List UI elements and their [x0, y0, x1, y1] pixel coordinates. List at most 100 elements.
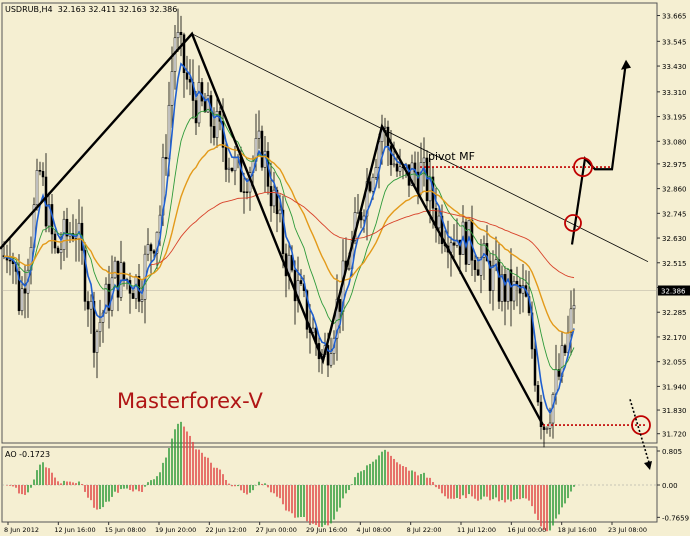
candle-body	[422, 157, 426, 163]
candle-body	[413, 162, 417, 173]
ohlc-label: 32.163 32.411 32.163 32.386	[57, 5, 178, 14]
candle-body	[563, 345, 567, 354]
candle-body	[224, 147, 228, 170]
candle-body	[278, 209, 282, 215]
candle-body	[257, 130, 261, 139]
candle-body	[104, 283, 108, 314]
breakout-circle	[564, 214, 582, 232]
candle-body	[140, 299, 144, 302]
y-tick-label: 32.745	[662, 210, 687, 218]
candle-body	[152, 250, 156, 254]
forecast-arrow-head	[621, 59, 631, 70]
y-tick-label: 32.285	[662, 309, 687, 317]
candle-body	[8, 259, 12, 262]
candle-body	[488, 260, 492, 291]
candle-body	[518, 284, 522, 294]
current-price-label: 32.386	[661, 288, 686, 296]
candle-body	[41, 171, 45, 178]
ema-long-line	[150, 191, 575, 279]
x-tick-label: 23 Jul 08:00	[608, 526, 647, 534]
ao-bars	[6, 421, 575, 532]
candle-body	[86, 301, 90, 310]
candle-body	[275, 189, 279, 215]
y-tick-label: 33.310	[662, 89, 687, 97]
candle-body	[398, 166, 402, 172]
candle-body	[197, 82, 201, 124]
candle-body	[272, 189, 276, 207]
candle-body	[149, 244, 153, 252]
candle-body	[467, 219, 471, 265]
x-tick-label: 4 Jul 08:00	[356, 526, 391, 534]
candle-body	[479, 257, 483, 276]
candle-body	[512, 280, 516, 302]
candle-body	[242, 191, 246, 193]
candle-body	[383, 126, 387, 129]
chart-header: USDRUB,H4 32.163 32.411 32.163 32.386	[5, 5, 177, 14]
candle-body	[185, 72, 189, 80]
resistance-line	[191, 33, 649, 263]
candle-body	[299, 280, 303, 284]
candle-body	[164, 157, 168, 160]
candle-body	[59, 249, 63, 254]
symbol-label: USDRUB,H4	[5, 5, 53, 14]
candle-body	[347, 268, 351, 270]
candle-body	[500, 274, 504, 302]
brand-label: Masterforex-V	[117, 389, 263, 413]
candle-body	[329, 353, 333, 366]
candle-body	[194, 100, 198, 124]
y-tick-label: 31.720	[662, 431, 687, 439]
x-tick-label: 8 Jun 2012	[4, 526, 39, 534]
main-frame	[1, 2, 658, 444]
down-arrow-head	[644, 460, 652, 470]
candle-body	[20, 288, 24, 312]
candle-body	[146, 244, 150, 255]
candle-body	[227, 167, 231, 170]
y-tick-label: 31.940	[662, 383, 687, 391]
candle-body	[116, 260, 120, 298]
candle-body	[557, 369, 561, 377]
candle-body	[371, 176, 375, 192]
candle-body	[437, 215, 441, 229]
ema-slow-line	[3, 144, 575, 334]
x-tick-label: 22 Jun 12:00	[205, 526, 246, 534]
candle-body	[212, 126, 216, 138]
candle-body	[107, 283, 111, 311]
candle-body	[497, 259, 501, 302]
y-tick-label: 32.515	[662, 260, 687, 268]
candle-body	[395, 163, 399, 172]
x-tick-label: 15 Jun 08:00	[105, 526, 146, 534]
y-tick-label: 33.665	[662, 13, 687, 21]
candle-body	[305, 290, 309, 330]
candle-body	[239, 156, 243, 192]
ao-tick-label: 0.805	[662, 448, 682, 456]
candle-body	[155, 231, 159, 254]
candle-body	[533, 348, 537, 386]
candle-body	[182, 34, 186, 73]
x-tick-label: 18 Jul 16:00	[558, 526, 597, 534]
y-tick-label: 32.170	[662, 334, 687, 342]
candle-body	[503, 274, 507, 302]
candle-body	[374, 167, 378, 178]
candle-body	[17, 271, 21, 312]
candle-body	[98, 322, 102, 333]
y-tick-label: 31.830	[662, 407, 687, 415]
y-tick-label: 33.430	[662, 63, 687, 71]
candle-body	[23, 288, 27, 294]
candle-body	[188, 79, 192, 83]
candle-body	[122, 262, 126, 280]
candle-body	[170, 71, 174, 106]
candle-body	[233, 157, 237, 172]
candle-body	[293, 269, 297, 302]
ao-tick-label: 0.00	[662, 482, 678, 490]
candle-body	[101, 312, 105, 323]
x-tick-label: 12 Jun 16:00	[54, 526, 95, 534]
pivot-circle	[573, 157, 593, 178]
x-tick-label: 19 Jun 20:00	[155, 526, 196, 534]
x-tick-label: 27 Jun 00:00	[256, 526, 297, 534]
zigzag-line	[0, 31, 545, 426]
candle-body	[113, 260, 117, 279]
candle-body	[89, 300, 93, 310]
candle-body	[548, 422, 552, 429]
candle-body	[506, 269, 510, 302]
